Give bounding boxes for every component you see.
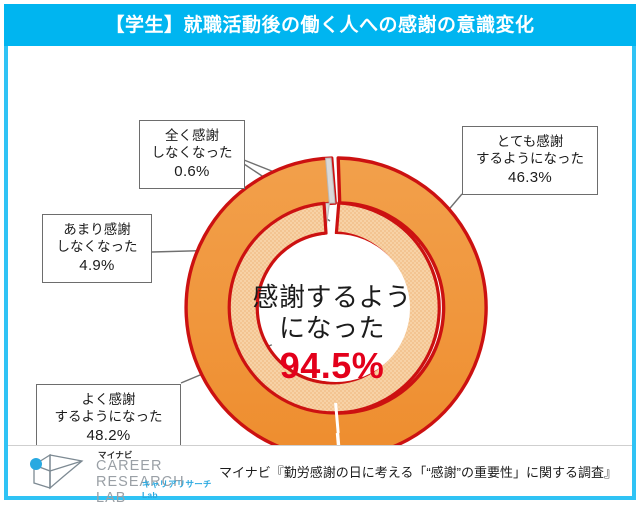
footer: マイナビ CAREER RESEARCH LAB キャリアリサーチLab マイナ… [8,445,632,506]
callout-often: よく感謝 するようになった 48.2% [36,384,181,453]
callout-very-much-line2: するようになった [476,151,584,167]
callout-little-percent: 4.9% [79,256,115,274]
donut-chart: 感謝するよう になった 94.5% 全く感謝 しなくなった 0.6% とても感謝… [8,46,632,453]
callout-none-line2: しなくなった [151,145,233,161]
logo-wordmark-line1: CAREER RESEARCH [96,458,185,491]
logo-dot-icon [30,458,42,470]
donut-hole [262,234,410,382]
donut-chart-svg [151,156,488,446]
inner-ring-separator [334,402,340,434]
outer-ring [184,156,488,446]
callout-none: 全く感謝 しなくなった 0.6% [139,120,245,189]
mynavi-career-research-lab-logo: マイナビ CAREER RESEARCH LAB キャリアリサーチLab [24,448,214,506]
survey-source-note: マイナビ『勤労感謝の日に考える「“感謝”の重要性」に関する調査』 [218,464,617,480]
logo-wordmark: CAREER RESEARCH LAB [96,458,214,507]
callout-little-line2: しなくなった [56,239,138,255]
logo-mark-icon [30,453,84,490]
callout-none-percent: 0.6% [174,162,210,180]
callout-often-line2: するようになった [54,409,163,425]
callout-very-much-percent: 46.3% [507,168,553,186]
outer-ring-arc [184,156,488,446]
outer-ring-separators [335,432,341,446]
title-bar: 【学生】就職活動後の働く人への感謝の意識変化 [4,4,636,46]
callout-very-much: とても感謝 するようになった 46.3% [462,126,598,195]
page-title: 【学生】就職活動後の働く人への感謝の意識変化 [105,14,535,36]
callout-very-much-line1: とても感謝 [496,134,564,149]
logo-kana: マイナビ [98,450,133,460]
callout-little: あまり感謝 しなくなった 4.9% [42,214,152,283]
callout-often-percent: 48.2% [86,426,131,444]
callout-none-line1: 全く感謝 [165,128,219,143]
callout-often-line1: よく感謝 [81,392,136,407]
poster: 【学生】就職活動後の働く人への感謝の意識変化 [4,4,636,506]
chart-panel: 感謝するよう になった 94.5% 全く感謝 しなくなった 0.6% とても感謝… [4,46,636,506]
logo-wordmark-line2: LAB [96,490,127,507]
logo-subtitle: キャリアリサーチLab [142,479,212,500]
callout-little-line1: あまり感謝 [63,222,131,237]
outer-sep-bottom [335,432,341,446]
